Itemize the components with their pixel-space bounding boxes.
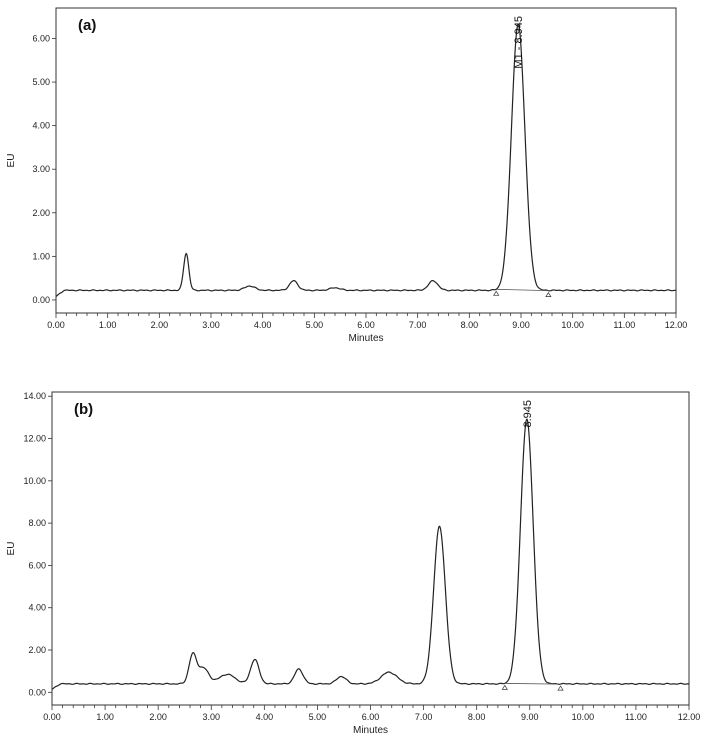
y-tick-label: 0.00 <box>28 687 46 697</box>
signal-trace <box>51 418 690 690</box>
x-tick-label: 8.00 <box>468 712 486 722</box>
integration-baseline <box>504 682 561 685</box>
integration-baseline <box>496 288 549 292</box>
x-tick-label: 0.00 <box>47 320 65 330</box>
y-tick-label: 2.00 <box>32 208 50 218</box>
x-tick-label: 6.00 <box>357 320 375 330</box>
x-tick-label: 3.00 <box>202 320 220 330</box>
peak-label: 8.945 <box>522 400 534 428</box>
plot-frame <box>55 7 677 314</box>
y-tick-label: 2.00 <box>28 645 46 655</box>
y-tick-label: 5.00 <box>32 77 50 87</box>
x-tick-label: 0.00 <box>43 712 61 722</box>
y-tick-label: 6.00 <box>28 560 46 570</box>
y-tick-label: 4.00 <box>32 121 50 131</box>
y-tick-label: 3.00 <box>32 164 50 174</box>
y-tick-label: 14.00 <box>23 391 46 401</box>
x-tick-label: 4.00 <box>254 320 272 330</box>
x-tick-label: 7.00 <box>409 320 427 330</box>
panel-label: (a) <box>78 17 96 34</box>
x-tick-label: 12.00 <box>678 712 701 722</box>
integration-marker <box>501 684 508 690</box>
integration-marker <box>545 291 552 298</box>
plot-frame <box>51 391 690 706</box>
x-tick-label: 5.00 <box>306 320 324 330</box>
x-tick-label: 6.00 <box>362 712 380 722</box>
y-tick-label: 0.00 <box>32 295 50 305</box>
x-tick-label: 1.00 <box>99 320 117 330</box>
chart-panel-b: 0.00 1.00 2.00 3.00 4.00 5.00 6.00 7.00 8.00 9.00… <box>6 391 700 736</box>
x-axis-title: Minutes <box>353 725 388 736</box>
signal-trace <box>55 23 677 298</box>
y-tick-label: 4.00 <box>28 603 46 613</box>
x-tick-label: 2.00 <box>149 712 167 722</box>
y-tick-label: 10.00 <box>23 476 46 486</box>
y-tick-label: 12.00 <box>23 434 46 444</box>
x-tick-label: 7.00 <box>415 712 433 722</box>
x-tick-label: 11.00 <box>613 320 635 330</box>
x-tick-label: 5.00 <box>309 712 327 722</box>
x-tick-label: 8.00 <box>461 320 479 330</box>
x-tick-label: 3.00 <box>202 712 220 722</box>
x-tick-label: 9.00 <box>512 320 530 330</box>
x-tick-label: 2.00 <box>151 320 169 330</box>
y-axis-title: EU <box>6 542 17 556</box>
x-tick-label: 9.00 <box>521 712 539 722</box>
peak-label: M1 - 8.945 <box>513 16 525 69</box>
y-tick-label: 6.00 <box>32 34 50 44</box>
x-tick-label: 10.00 <box>561 320 584 330</box>
x-tick-label: 1.00 <box>96 712 114 722</box>
x-tick-label: 11.00 <box>625 712 647 722</box>
integration-marker <box>557 685 564 691</box>
y-axis-title: EU <box>6 154 17 168</box>
panel-label: (b) <box>74 401 93 418</box>
x-tick-label: 10.00 <box>572 712 595 722</box>
chart-panel-a: 0.00 1.00 2.00 3.00 4.00 5.00 6.00 7.00 8.00 9.00… <box>6 7 688 344</box>
x-axis-title: Minutes <box>348 333 383 344</box>
x-tick-label: 4.00 <box>256 712 274 722</box>
integration-marker <box>493 290 500 296</box>
y-tick-label: 8.00 <box>28 518 46 528</box>
y-tick-label: 1.00 <box>32 251 50 261</box>
x-tick-label: 12.00 <box>665 320 688 330</box>
